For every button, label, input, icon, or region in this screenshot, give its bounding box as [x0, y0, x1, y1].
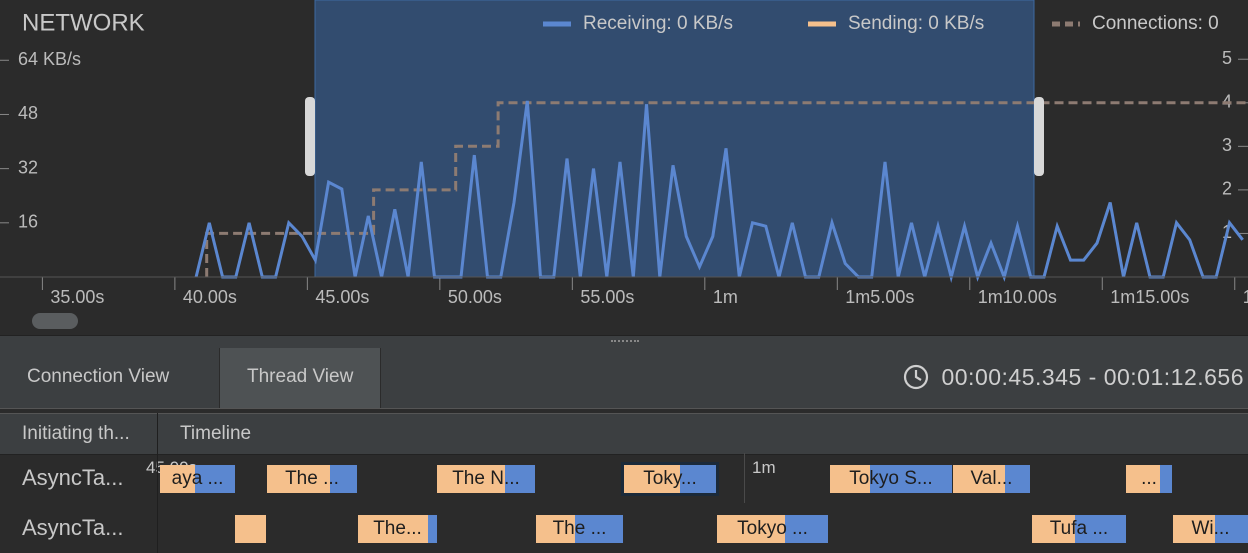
- thread-name: AsyncTa...: [22, 515, 124, 540]
- y2-tick-label: 3: [1222, 135, 1232, 155]
- request-label: The...: [373, 518, 422, 539]
- x-tick-label: 40.00s: [183, 287, 237, 307]
- y-tick-label: 64 KB/s: [18, 49, 81, 69]
- request-label: The N...: [452, 468, 520, 489]
- y-tick-label: 16: [18, 212, 38, 232]
- x-tick-label: 1m: [713, 287, 738, 307]
- request-label: Toky...: [643, 468, 697, 489]
- scrollbar-thumb[interactable]: [32, 313, 78, 329]
- request-label: Tufa ...: [1049, 518, 1109, 539]
- request[interactable]: Wi...: [1173, 515, 1248, 543]
- x-tick-label: 1m5.00s: [845, 287, 914, 307]
- tab-selected[interactable]: Thread View: [219, 348, 382, 408]
- x-tick-label: 55.00s: [580, 287, 634, 307]
- request[interactable]: The ...: [536, 515, 623, 543]
- request-label: ...: [1141, 468, 1157, 489]
- column-separator: [157, 413, 158, 553]
- request-label: aya ...: [171, 468, 224, 489]
- legend-label: Receiving: 0 KB/s: [583, 13, 733, 34]
- request[interactable]: Tokyo S...: [830, 465, 952, 493]
- thread-row[interactable]: AsyncTa... 45.00s 1m aya ... The ... The…: [0, 453, 1248, 503]
- series-layer: [194, 100, 1248, 283]
- timeline-tick: 1m: [752, 458, 776, 477]
- receiving-line: [194, 100, 1244, 283]
- x-tick-label: 50.00s: [448, 287, 502, 307]
- y-tick-label: 32: [18, 157, 38, 177]
- timeline-marker: [744, 453, 745, 503]
- request[interactable]: Val...: [953, 465, 1030, 493]
- column-header[interactable]: Initiating th...: [22, 423, 130, 444]
- thread-row[interactable]: AsyncTa... The... The ... Tokyo ... Tufa…: [0, 503, 1248, 553]
- column-header[interactable]: Timeline: [180, 423, 252, 444]
- request-label: Tokyo S...: [849, 468, 933, 489]
- selection-handle[interactable]: [305, 97, 315, 176]
- y2-tick-label: 5: [1222, 48, 1232, 68]
- selection-overlay[interactable]: [314, 0, 1035, 278]
- request[interactable]: aya ...: [160, 465, 235, 493]
- selection-handle[interactable]: [1034, 97, 1044, 176]
- request[interactable]: Tokyo ...: [717, 515, 828, 543]
- tab-bar: Connection View Thread View 00:00:45.345…: [0, 348, 1248, 409]
- legend: Receiving: 0 KB/s Sending: 0 KB/s Connecti…: [543, 13, 1219, 34]
- splitter[interactable]: [0, 335, 1248, 349]
- x-tick-label: 1m20.00s: [1243, 287, 1248, 307]
- request[interactable]: The ...: [267, 465, 357, 493]
- tab[interactable]: Connection View: [27, 366, 170, 387]
- x-tick-label: 35.00s: [50, 287, 104, 307]
- x-tick-label: 1m10.00s: [978, 287, 1057, 307]
- x-tick-label: 1m15.00s: [1110, 287, 1189, 307]
- range-label: 00:00:45.345 - 00:01:12.656: [904, 348, 1244, 408]
- splitter-grip[interactable]: [611, 340, 639, 346]
- legend-label: Sending: 0 KB/s: [848, 13, 984, 34]
- chart-title: NETWORK: [22, 9, 145, 36]
- request[interactable]: [235, 515, 266, 543]
- request[interactable]: Tufa ...: [1032, 515, 1126, 543]
- request-label: Val...: [970, 468, 1013, 489]
- connections-line: [205, 101, 1248, 277]
- request-label: The ...: [552, 518, 607, 539]
- legend-label: Connections: 0: [1092, 13, 1219, 34]
- thread-name: AsyncTa...: [22, 465, 124, 490]
- request[interactable]: ...: [1126, 465, 1172, 493]
- request[interactable]: The...: [358, 515, 437, 543]
- range-text: 00:00:45.345 - 00:01:12.656: [941, 364, 1244, 390]
- request-label: Wi...: [1191, 518, 1230, 539]
- request-label: The ...: [285, 468, 339, 489]
- request-label: Tokyo ...: [737, 518, 808, 539]
- clock-icon: [904, 364, 929, 390]
- table-header: Initiating th... Timeline: [0, 413, 1248, 455]
- y-tick-label: 48: [18, 103, 38, 123]
- request-selected[interactable]: Toky...: [621, 462, 719, 496]
- request[interactable]: The N...: [437, 465, 535, 493]
- x-tick-label: 45.00s: [315, 287, 369, 307]
- y2-tick-label: 2: [1222, 179, 1232, 199]
